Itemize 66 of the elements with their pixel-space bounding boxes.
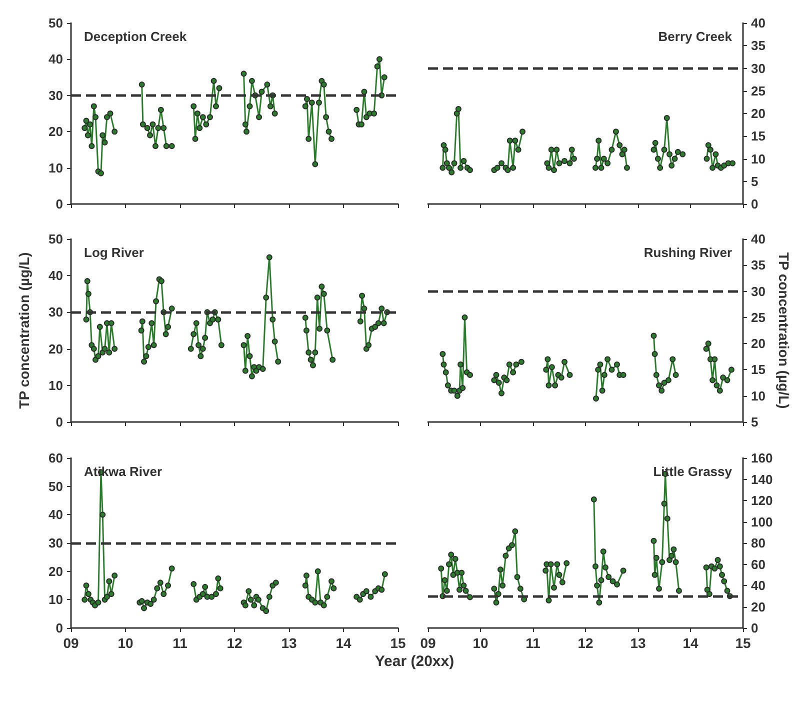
- y-tick-label: 80: [751, 536, 766, 550]
- x-tick-label: 10: [118, 635, 134, 651]
- y-tick-label: 40: [48, 52, 63, 67]
- y-axis-title: TP concentration (µg/L): [776, 252, 792, 409]
- y-tick-label: 15: [751, 128, 766, 144]
- y-tick-label: 5: [751, 414, 758, 430]
- x-tick-label: 11: [172, 635, 188, 651]
- x-tick-label: 13: [630, 635, 646, 651]
- x-tick-label: 09: [63, 635, 79, 651]
- y-tick-label: 0: [56, 414, 63, 430]
- y-tick-label: 10: [48, 592, 63, 608]
- y-tick-label: 25: [751, 310, 766, 325]
- x-tick-label: 10: [472, 635, 488, 651]
- y-tick-label: 20: [751, 106, 766, 121]
- x-tick-label: 14: [682, 635, 698, 651]
- x-tick-label: 11: [526, 635, 541, 651]
- x-tick-label: 15: [390, 635, 406, 651]
- text: Deception Creek: [84, 29, 188, 44]
- y-tick-label: 20: [48, 341, 63, 356]
- y-tick-label: 15: [751, 362, 766, 378]
- y-tick-label: 120: [751, 493, 773, 508]
- x-tick-label: 14: [336, 635, 352, 651]
- x-tick-label: 12: [226, 635, 242, 651]
- y-tick-label: 10: [751, 151, 766, 166]
- x-tick-label: 09: [420, 635, 436, 651]
- y-tick-label: 0: [751, 196, 758, 212]
- y-tick-label: 20: [48, 124, 63, 140]
- text: Log River: [84, 245, 144, 260]
- y-tick-label: 10: [751, 388, 766, 404]
- y-tick-label: 20: [751, 336, 766, 352]
- y-tick-label: 60: [48, 450, 63, 466]
- y-tick-label: 35: [751, 38, 766, 54]
- y-tick-label: 30: [751, 60, 766, 76]
- y-tick-label: 50: [48, 232, 63, 246]
- y-tick-label: 30: [48, 536, 63, 550]
- y-tick-label: 100: [751, 514, 773, 530]
- y-tick-label: 20: [48, 564, 63, 579]
- y-tick-label: 50: [48, 16, 63, 30]
- y-tick-label: 40: [48, 268, 63, 284]
- y-tick-label: 40: [751, 16, 766, 30]
- y-tick-label: 60: [751, 556, 766, 572]
- y-axis-title: TP concentration (µg/L): [16, 252, 32, 409]
- y-tick-label: 0: [56, 196, 63, 212]
- y-tick-label: 40: [751, 232, 766, 246]
- y-tick-label: 5: [751, 174, 758, 189]
- text: Rushing River: [644, 245, 732, 260]
- y-tick-label: 30: [751, 284, 766, 299]
- y-tick-label: 20: [751, 599, 766, 614]
- y-tick-label: 30: [48, 88, 63, 103]
- y-tick-label: 35: [751, 258, 766, 273]
- y-tick-label: 25: [751, 83, 766, 98]
- x-tick-label: 13: [281, 635, 297, 651]
- y-tick-label: 160: [751, 450, 773, 466]
- y-tick-label: 40: [751, 578, 766, 593]
- x-tick-label: 12: [578, 635, 594, 651]
- y-tick-label: 50: [48, 478, 63, 494]
- y-tick-label: 10: [48, 378, 63, 393]
- text: Berry Creek: [658, 29, 733, 44]
- y-tick-label: 30: [48, 304, 63, 320]
- y-tick-label: 0: [751, 620, 758, 636]
- y-tick-label: 40: [48, 507, 63, 522]
- text: Little Grassy: [653, 464, 733, 479]
- y-tick-label: 140: [751, 472, 773, 487]
- x-axis-title: Year (20xx): [374, 653, 456, 670]
- y-tick-label: 10: [48, 160, 63, 176]
- y-tick-label: 0: [56, 620, 63, 636]
